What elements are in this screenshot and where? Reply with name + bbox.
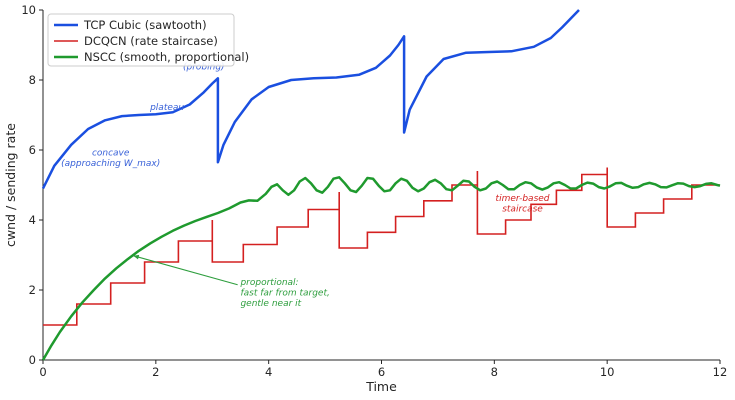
y-axis-title: cwnd / sending rate xyxy=(3,123,18,247)
annotation-text: staircase xyxy=(502,204,543,214)
legend-label: NSCC (smooth, proportional) xyxy=(84,50,249,64)
y-tick-label: 8 xyxy=(29,73,36,87)
tcp-cubic-line xyxy=(41,9,580,190)
x-axis-title: Time xyxy=(365,379,397,394)
legend-label: DCQCN (rate staircase) xyxy=(84,34,218,48)
arrow-head xyxy=(133,254,140,260)
axes: 0 2 4 6 8 10 12 0 2 4 6 8 10 xyxy=(21,3,727,379)
annotation-text: concave xyxy=(92,148,130,158)
x-tick-label: 2 xyxy=(152,365,159,379)
annotations: (probing) plateau concave(approaching W_ma… xyxy=(61,63,550,309)
x-tick-label: 8 xyxy=(491,365,498,379)
x-tick-label: 10 xyxy=(600,365,615,379)
legend-label: TCP Cubic (sawtooth) xyxy=(83,18,207,32)
series-layer xyxy=(41,9,721,361)
y-tick-label: 2 xyxy=(29,283,36,297)
x-tick-label: 0 xyxy=(39,365,46,379)
y-tick-label: 6 xyxy=(29,143,36,157)
y-tick-label: 0 xyxy=(29,353,36,367)
annotation-text: (probing) xyxy=(183,63,225,73)
annotation-text: timer-based xyxy=(496,194,550,204)
x-tick-label: 4 xyxy=(265,365,272,379)
x-tick-label: 6 xyxy=(378,365,385,379)
nscc-line xyxy=(41,176,721,361)
legend-box xyxy=(47,13,235,67)
annotation-text: proportional: xyxy=(239,278,298,288)
annotation-arrow xyxy=(133,255,238,286)
annotation-text: gentle near it xyxy=(240,299,301,309)
y-tick-label: 4 xyxy=(29,213,36,227)
y-tick-label: 10 xyxy=(21,3,36,17)
annotation-text: fast far from target, xyxy=(240,288,329,298)
annotation-text: (approaching W_max) xyxy=(61,159,160,169)
x-tick-label: 12 xyxy=(713,365,728,379)
legend: TCP Cubic (sawtooth) DCQCN (rate staircas… xyxy=(47,13,249,67)
annotation-text: plateau xyxy=(149,103,184,113)
dcqcn-line xyxy=(43,167,720,326)
